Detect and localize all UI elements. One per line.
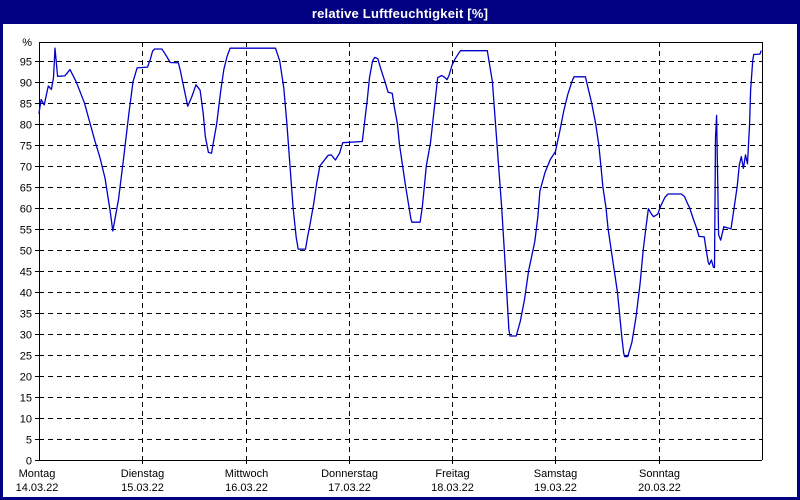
y-tick-label: 60 [20, 204, 32, 216]
x-day-label: Donnerstag [321, 468, 378, 480]
y-tick-label: 80 [20, 120, 32, 132]
x-date-label: 14.03.22 [16, 482, 59, 494]
title-bar: relative Luftfeuchtigkeit [%] [3, 3, 797, 24]
x-day-label: Samstag [534, 468, 577, 480]
x-day-label: Montag [19, 468, 56, 480]
y-tick-label: 30 [20, 330, 32, 342]
y-tick-label: 75 [20, 141, 32, 153]
y-tick-label: 45 [20, 267, 32, 279]
x-day-label: Sonntag [639, 468, 680, 480]
y-tick-label: 50 [20, 246, 32, 258]
humidity-series-line [38, 47, 762, 358]
y-tick-label: 55 [20, 225, 32, 237]
y-tick-label: 85 [20, 99, 32, 111]
y-tick-label: 20 [20, 372, 32, 384]
y-tick-label: 10 [20, 414, 32, 426]
x-date-label: 20.03.22 [638, 482, 681, 494]
x-date-label: 15.03.22 [121, 482, 164, 494]
x-day-label: Mittwoch [225, 468, 268, 480]
y-tick-label: 65 [20, 183, 32, 195]
y-tick-label: 70 [20, 162, 32, 174]
y-tick-label: 40 [20, 288, 32, 300]
y-tick-label: 0 [26, 456, 32, 468]
window-title: relative Luftfeuchtigkeit [%] [311, 6, 489, 21]
y-tick-label: 15 [20, 393, 32, 405]
y-axis-unit-label: % [22, 37, 32, 49]
y-tick-label: 90 [20, 78, 32, 90]
x-day-label: Dienstag [121, 468, 164, 480]
x-day-label: Freitag [435, 468, 469, 480]
x-date-label: 19.03.22 [534, 482, 577, 494]
y-tick-label: 25 [20, 351, 32, 363]
y-tick-label: 35 [20, 309, 32, 321]
x-date-label: 17.03.22 [328, 482, 371, 494]
y-tick-label: 5 [26, 435, 32, 447]
x-date-label: 16.03.22 [225, 482, 268, 494]
x-date-label: 18.03.22 [431, 482, 474, 494]
y-tick-label: 95 [20, 57, 32, 69]
